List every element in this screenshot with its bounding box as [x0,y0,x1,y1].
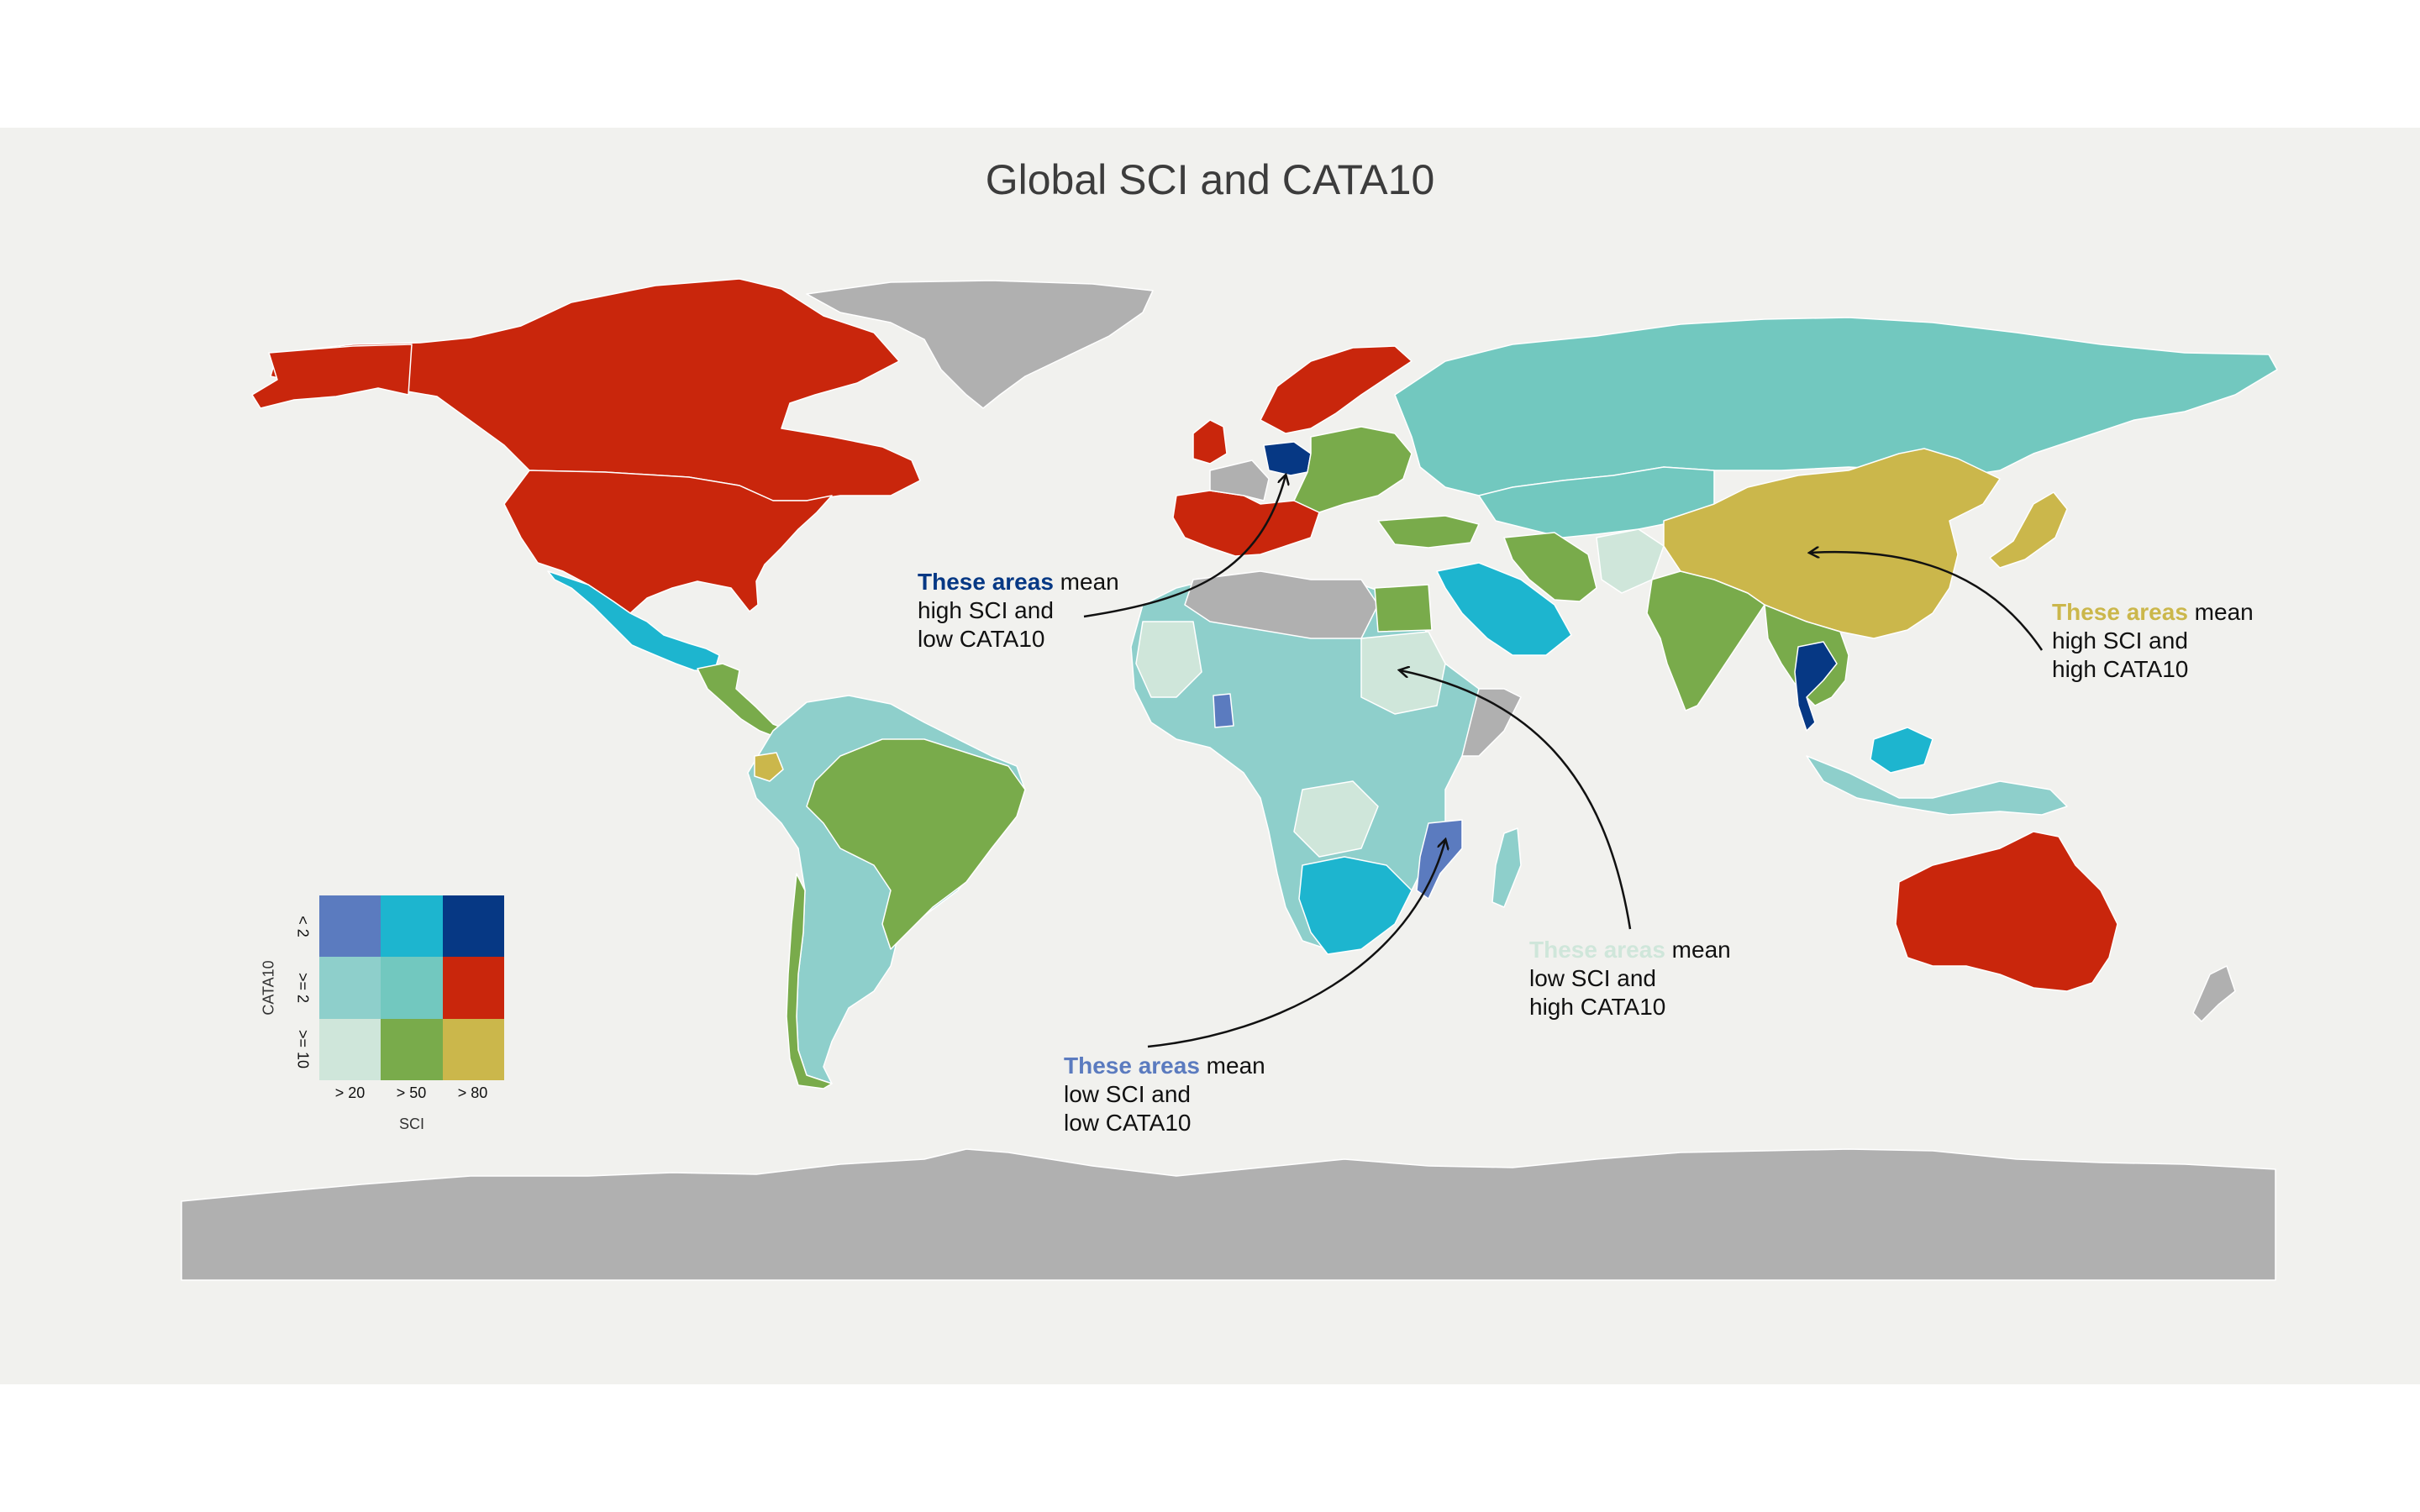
arrow-low-sci-high-cata [1400,670,1632,930]
annotation-line: low SCI and [1529,965,1656,991]
map-title: Global SCI and CATA10 [985,156,1435,203]
region-germany [1263,441,1312,476]
annotation-highlight: These areas [918,569,1054,595]
annotation-line: high SCI and [2052,627,2188,654]
region-indonesia [1806,755,2068,816]
legend-cell [442,895,504,958]
legend-cell [319,957,381,1019]
region-united-states [503,470,833,614]
annotation-line: high CATA10 [1529,994,1666,1020]
region-sudan [1360,631,1446,715]
annotation-highlight: These areas [1529,937,1665,963]
legend-y-tick-label: >= 2 [294,972,312,1003]
region-west-africa [1135,621,1202,698]
region-china [1663,448,2001,639]
region-southern-africa [1298,856,1413,955]
region-western-europe [1172,490,1320,557]
annotation-text: mean [2187,599,2254,625]
annotation-low-sci-low-cata: These areas mean low SCI and low CATA10 [1064,1052,1265,1137]
region-eastern-europe [1293,426,1413,513]
annotation-low-sci-high-cata: These areas mean low SCI and high CATA10 [1529,936,1731,1021]
region-greenland [806,280,1154,409]
annotation-line: high SCI and [918,597,1054,623]
legend-cell [319,895,381,958]
legend-y-label: CATA10 [244,895,294,1080]
legend-cell [442,957,504,1019]
region-central-africa [1293,780,1379,858]
region-thailand [1794,641,1838,732]
legend-x-tick: > 80 [457,1084,488,1101]
annotation-text: mean [1053,569,1119,595]
annotation-text: mean [1199,1053,1265,1079]
region-alaska [251,344,413,409]
legend-y-label-text: CATA10 [260,960,277,1016]
region-ecuador [754,752,784,782]
legend-cell [381,957,443,1019]
region-egypt [1374,584,1433,633]
annotation-line: low CATA10 [918,626,1045,652]
arrow-high-sci-low-cata [1083,475,1286,618]
legend-y-tick-label: < 2 [294,915,312,937]
region-horn-of-africa [1461,688,1522,757]
region-brazil [806,738,1026,950]
legend-cell [381,895,443,958]
region-scandinavia [1260,345,1413,434]
region-russia [1394,317,2278,496]
annotation-high-sci-high-cata: These areas mean high SCI and high CATA1… [2052,598,2254,684]
region-madagascar [1491,827,1522,908]
annotation-high-sci-low-cata: These areas mean high SCI and low CATA10 [918,568,1119,654]
legend-y-tick-label: >= 10 [294,1029,312,1068]
region-turkey [1377,515,1480,549]
annotation-highlight: These areas [2052,599,2188,625]
annotation-line: low SCI and [1064,1081,1191,1107]
legend-x-tick: > 20 [334,1084,366,1101]
region-iran [1503,532,1597,602]
region-antarctica [181,1148,2276,1281]
region-uk [1192,419,1228,465]
annotation-line: low CATA10 [1064,1110,1192,1136]
region-saudi-arabia [1436,562,1572,656]
arrow-low-sci-low-cata [1147,840,1445,1048]
region-chile [786,873,833,1089]
region-japan [1989,491,2068,569]
legend-x-tick: > 50 [396,1084,427,1101]
legend-cell [381,1018,443,1080]
legend-cell [319,1018,381,1080]
legend-x-label: SCI [398,1116,424,1132]
region-new-zealand [2192,965,2236,1022]
region-canada [270,278,921,501]
annotation-line: high CATA10 [2052,656,2189,682]
legend-cell [442,1018,504,1080]
region-ghana [1213,693,1234,728]
region-france [1209,459,1270,501]
annotation-text: mean [1665,937,1731,963]
bivariate-legend [319,895,504,1080]
region-australia [1895,831,2118,992]
annotation-highlight: These areas [1064,1053,1200,1079]
arrow-high-sci-high-cata [1810,552,2044,651]
region-borneo [1870,727,1933,774]
